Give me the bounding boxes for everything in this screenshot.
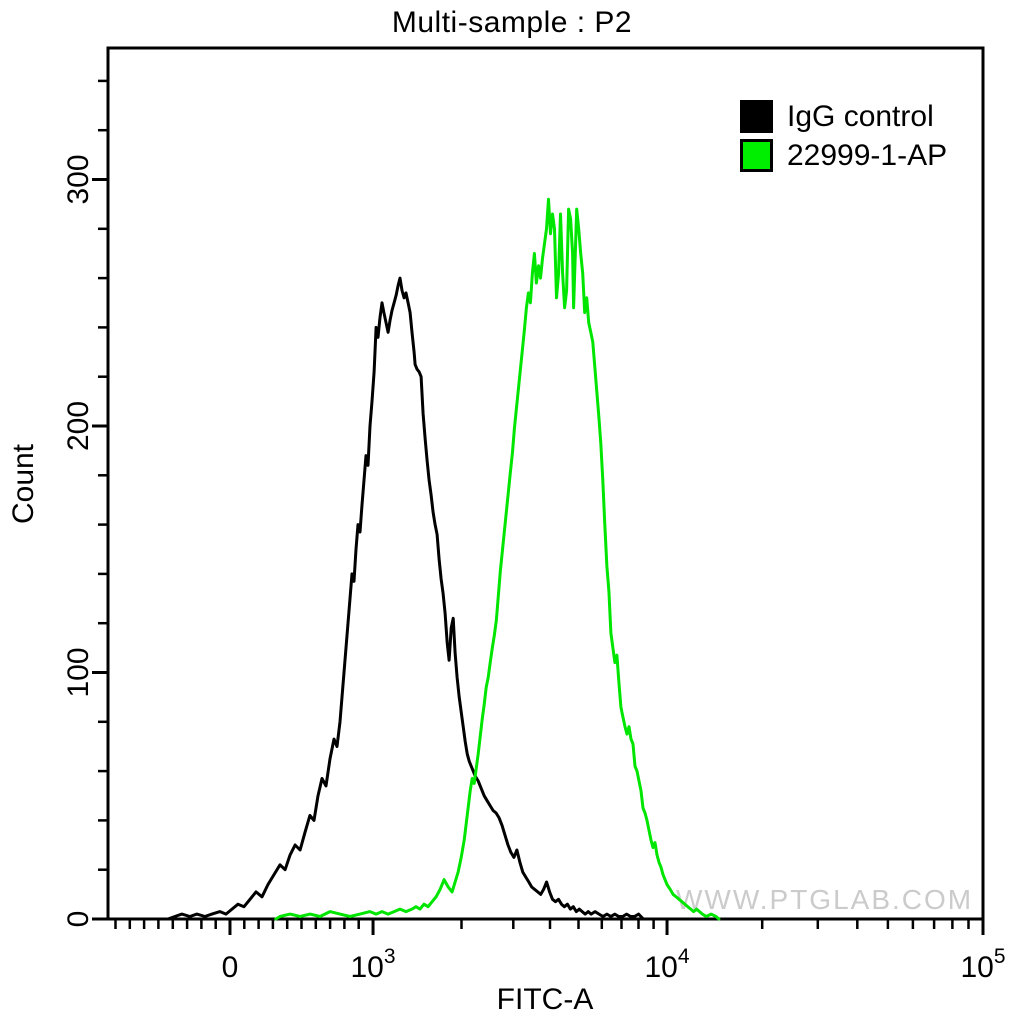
chart-title: Multi-sample : P2 bbox=[391, 6, 633, 39]
y-tick-label: 100 bbox=[62, 647, 95, 697]
x-tick-label: 105 bbox=[960, 945, 1005, 984]
series-22999-1-ap bbox=[274, 197, 721, 921]
y-tick-label: 300 bbox=[62, 154, 95, 204]
legend-swatch-22999-1-ap bbox=[740, 139, 773, 172]
legend-item-igg-control: IgG control bbox=[740, 99, 947, 134]
x-tick-label: 104 bbox=[645, 945, 690, 984]
legend-label-22999-1-ap: 22999-1-AP bbox=[787, 139, 948, 172]
watermark-text: WWW.PTGLAB.COM bbox=[676, 884, 974, 915]
series-igg-control bbox=[166, 276, 645, 921]
plot-border bbox=[106, 46, 985, 921]
x-axis-label: FITC-A bbox=[496, 983, 594, 1016]
y-tick-label: 0 bbox=[62, 911, 95, 928]
x-tick-label: 103 bbox=[351, 945, 396, 984]
legend-label-igg-control: IgG control bbox=[787, 100, 934, 133]
legend-item-22999-1-ap: 22999-1-AP bbox=[740, 138, 947, 173]
legend: IgG control 22999-1-AP bbox=[740, 99, 947, 177]
y-tick-label: 200 bbox=[62, 401, 95, 451]
legend-swatch-igg-control bbox=[740, 100, 773, 133]
x-tick-label: 0 bbox=[222, 951, 239, 984]
